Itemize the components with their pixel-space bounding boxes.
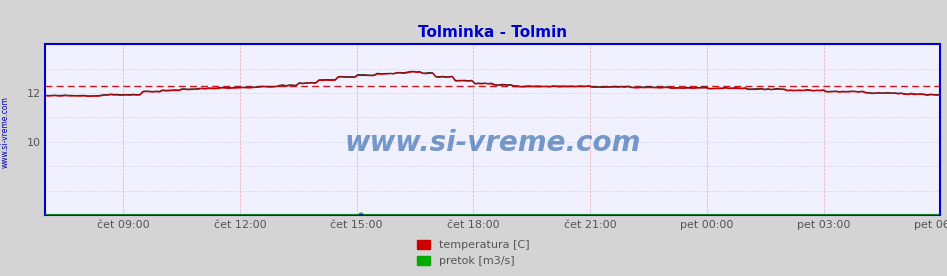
Text: www.si-vreme.com: www.si-vreme.com <box>345 129 641 157</box>
Text: www.si-vreme.com: www.si-vreme.com <box>0 97 9 168</box>
Title: Tolminka - Tolmin: Tolminka - Tolmin <box>419 25 567 40</box>
Legend: temperatura [C], pretok [m3/s]: temperatura [C], pretok [m3/s] <box>413 235 534 270</box>
